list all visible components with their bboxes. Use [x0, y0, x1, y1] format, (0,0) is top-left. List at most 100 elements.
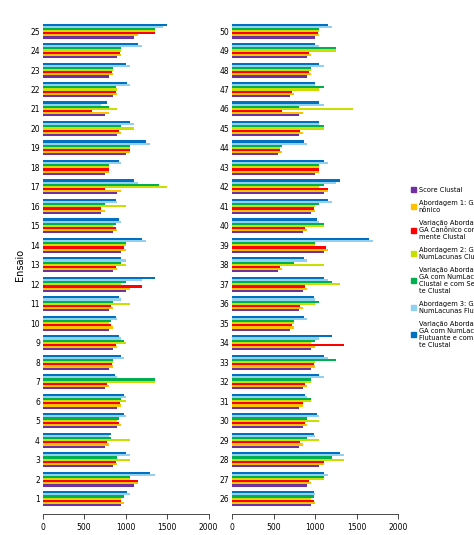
Bar: [232, 67, 311, 69]
Bar: [43, 491, 127, 493]
Bar: [232, 240, 373, 242]
Bar: [43, 154, 126, 156]
Bar: [232, 251, 323, 253]
Bar: [232, 446, 299, 448]
Bar: [232, 114, 299, 117]
Bar: [43, 357, 124, 359]
Bar: [232, 34, 319, 36]
Bar: [43, 208, 100, 210]
Bar: [43, 171, 109, 173]
Bar: [232, 454, 344, 456]
Bar: [232, 385, 307, 387]
Bar: [43, 166, 109, 169]
Bar: [232, 45, 319, 47]
Bar: [43, 28, 155, 30]
Bar: [232, 283, 340, 285]
Bar: [232, 259, 307, 262]
Bar: [232, 186, 319, 188]
Bar: [43, 212, 100, 214]
Bar: [43, 69, 113, 71]
Bar: [43, 441, 107, 444]
Bar: [43, 396, 126, 398]
Bar: [232, 190, 328, 192]
Bar: [232, 264, 323, 266]
Bar: [43, 309, 109, 311]
Bar: [232, 110, 282, 112]
Bar: [232, 398, 311, 400]
Bar: [43, 90, 116, 93]
Bar: [232, 480, 310, 483]
Bar: [43, 422, 119, 424]
Bar: [43, 480, 138, 483]
Bar: [43, 32, 155, 34]
Bar: [43, 262, 121, 264]
Bar: [232, 26, 332, 28]
Bar: [232, 134, 299, 136]
Bar: [232, 71, 310, 73]
Bar: [232, 229, 307, 231]
Bar: [232, 281, 332, 283]
Bar: [232, 277, 323, 279]
Bar: [232, 49, 336, 51]
Bar: [43, 132, 121, 134]
Bar: [43, 270, 113, 272]
Bar: [43, 190, 121, 192]
Bar: [232, 244, 315, 247]
Bar: [232, 203, 319, 205]
Bar: [43, 355, 121, 357]
Bar: [43, 376, 117, 378]
Bar: [232, 359, 336, 361]
Bar: [232, 188, 328, 190]
Bar: [43, 378, 155, 380]
Bar: [43, 149, 130, 151]
Bar: [43, 63, 126, 65]
Bar: [232, 112, 303, 114]
Bar: [232, 320, 294, 322]
Bar: [43, 407, 117, 409]
Bar: [43, 417, 119, 419]
Bar: [232, 270, 278, 272]
Bar: [43, 328, 109, 331]
Bar: [43, 318, 117, 320]
Bar: [232, 400, 311, 402]
Bar: [232, 166, 319, 169]
Bar: [43, 303, 130, 305]
Bar: [232, 199, 328, 201]
Bar: [43, 225, 113, 227]
Bar: [43, 164, 109, 166]
Bar: [43, 56, 117, 58]
Bar: [232, 181, 336, 184]
Bar: [43, 465, 113, 467]
Bar: [232, 500, 313, 502]
Bar: [232, 149, 280, 151]
Bar: [232, 143, 307, 145]
Bar: [232, 376, 323, 378]
Bar: [232, 328, 290, 331]
Bar: [232, 47, 336, 49]
Bar: [43, 47, 121, 49]
Bar: [43, 75, 109, 78]
Bar: [232, 307, 303, 309]
Bar: [232, 342, 311, 344]
Bar: [232, 231, 303, 233]
Bar: [232, 147, 280, 149]
Bar: [43, 49, 121, 51]
Bar: [232, 104, 323, 106]
Bar: [232, 238, 369, 240]
Bar: [232, 435, 315, 437]
Bar: [43, 102, 107, 104]
Bar: [232, 404, 303, 407]
Bar: [232, 340, 315, 342]
Bar: [43, 36, 134, 39]
Bar: [43, 24, 167, 26]
Bar: [232, 121, 319, 123]
Bar: [232, 30, 319, 32]
Bar: [232, 419, 319, 422]
Bar: [232, 458, 344, 461]
Bar: [43, 385, 109, 387]
Bar: [43, 257, 121, 259]
Bar: [43, 424, 121, 426]
Bar: [232, 90, 292, 93]
Bar: [232, 106, 299, 108]
Bar: [232, 171, 319, 173]
